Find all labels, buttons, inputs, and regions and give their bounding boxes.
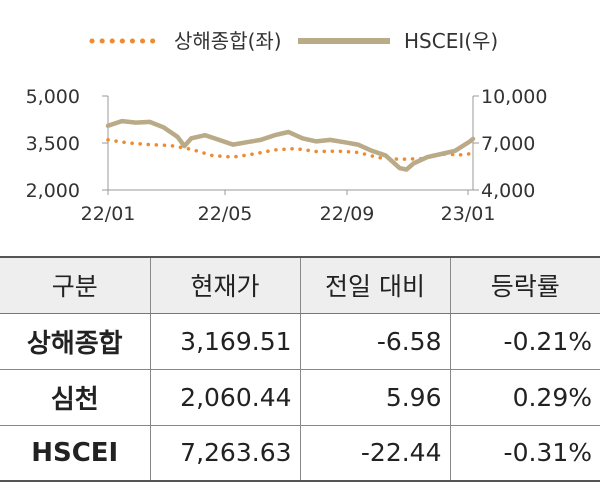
- x-axis-ticks: 22/01 22/05 22/09 23/01: [81, 190, 496, 225]
- right-tick-label: 4,000: [481, 180, 535, 202]
- row-price: 2,060.44: [149, 369, 300, 426]
- legend-label-shanghai: 상해종합(좌): [174, 29, 282, 53]
- chart: 상해종합(좌) HSCEI(우) 2,000 3,500 5,000 4,000 7,0…: [26, 29, 548, 225]
- x-tick-label: 22/01: [81, 203, 136, 225]
- table-header-row: 구분 현재가 전일 대비 등락률: [0, 256, 600, 314]
- series-line-hscei: [105, 118, 476, 172]
- row-change: -6.58: [299, 313, 450, 370]
- table-row: HSCEI 7,263.63 -22.44 -0.31%: [0, 425, 600, 482]
- row-change: 5.96: [299, 369, 450, 426]
- x-tick-label: 23/01: [441, 203, 496, 225]
- series-line-shanghai: [106, 138, 475, 162]
- right-tick-label: 7,000: [481, 133, 535, 155]
- row-price: 7,263.63: [149, 425, 300, 482]
- y-axis-ticks: 2,000 3,500 5,000 4,000 7,000 10,000: [26, 86, 548, 202]
- x-tick-label: 22/09: [320, 203, 375, 225]
- table-row: 상해종합 3,169.51 -6.58 -0.21%: [0, 313, 600, 370]
- right-tick-label: 10,000: [481, 86, 547, 108]
- header-rate: 등락률: [449, 256, 600, 314]
- row-name: 상해종합: [0, 313, 150, 370]
- left-tick-label: 5,000: [26, 86, 80, 108]
- header-change: 전일 대비: [299, 256, 450, 314]
- table-row: 심천 2,060.44 5.96 0.29%: [0, 369, 600, 426]
- series-layer: [105, 118, 476, 172]
- left-tick-label: 3,500: [26, 133, 80, 155]
- legend: 상해종합(좌) HSCEI(우): [89, 29, 498, 53]
- row-price: 3,169.51: [149, 313, 300, 370]
- row-name: HSCEI: [0, 425, 150, 482]
- x-tick-label: 22/05: [198, 203, 253, 225]
- row-rate: 0.29%: [449, 369, 600, 426]
- header-price: 현재가: [149, 256, 300, 314]
- row-rate: -0.31%: [449, 425, 600, 482]
- quote-table: 구분 현재가 전일 대비 등락률 상해종합 3,169.51 -6.58 -0.…: [0, 256, 600, 482]
- left-tick-label: 2,000: [26, 180, 80, 202]
- row-change: -22.44: [299, 425, 450, 482]
- legend-label-hscei: HSCEI(우): [404, 29, 498, 53]
- row-name: 심천: [0, 369, 150, 426]
- header-category: 구분: [0, 256, 150, 314]
- row-rate: -0.21%: [449, 313, 600, 370]
